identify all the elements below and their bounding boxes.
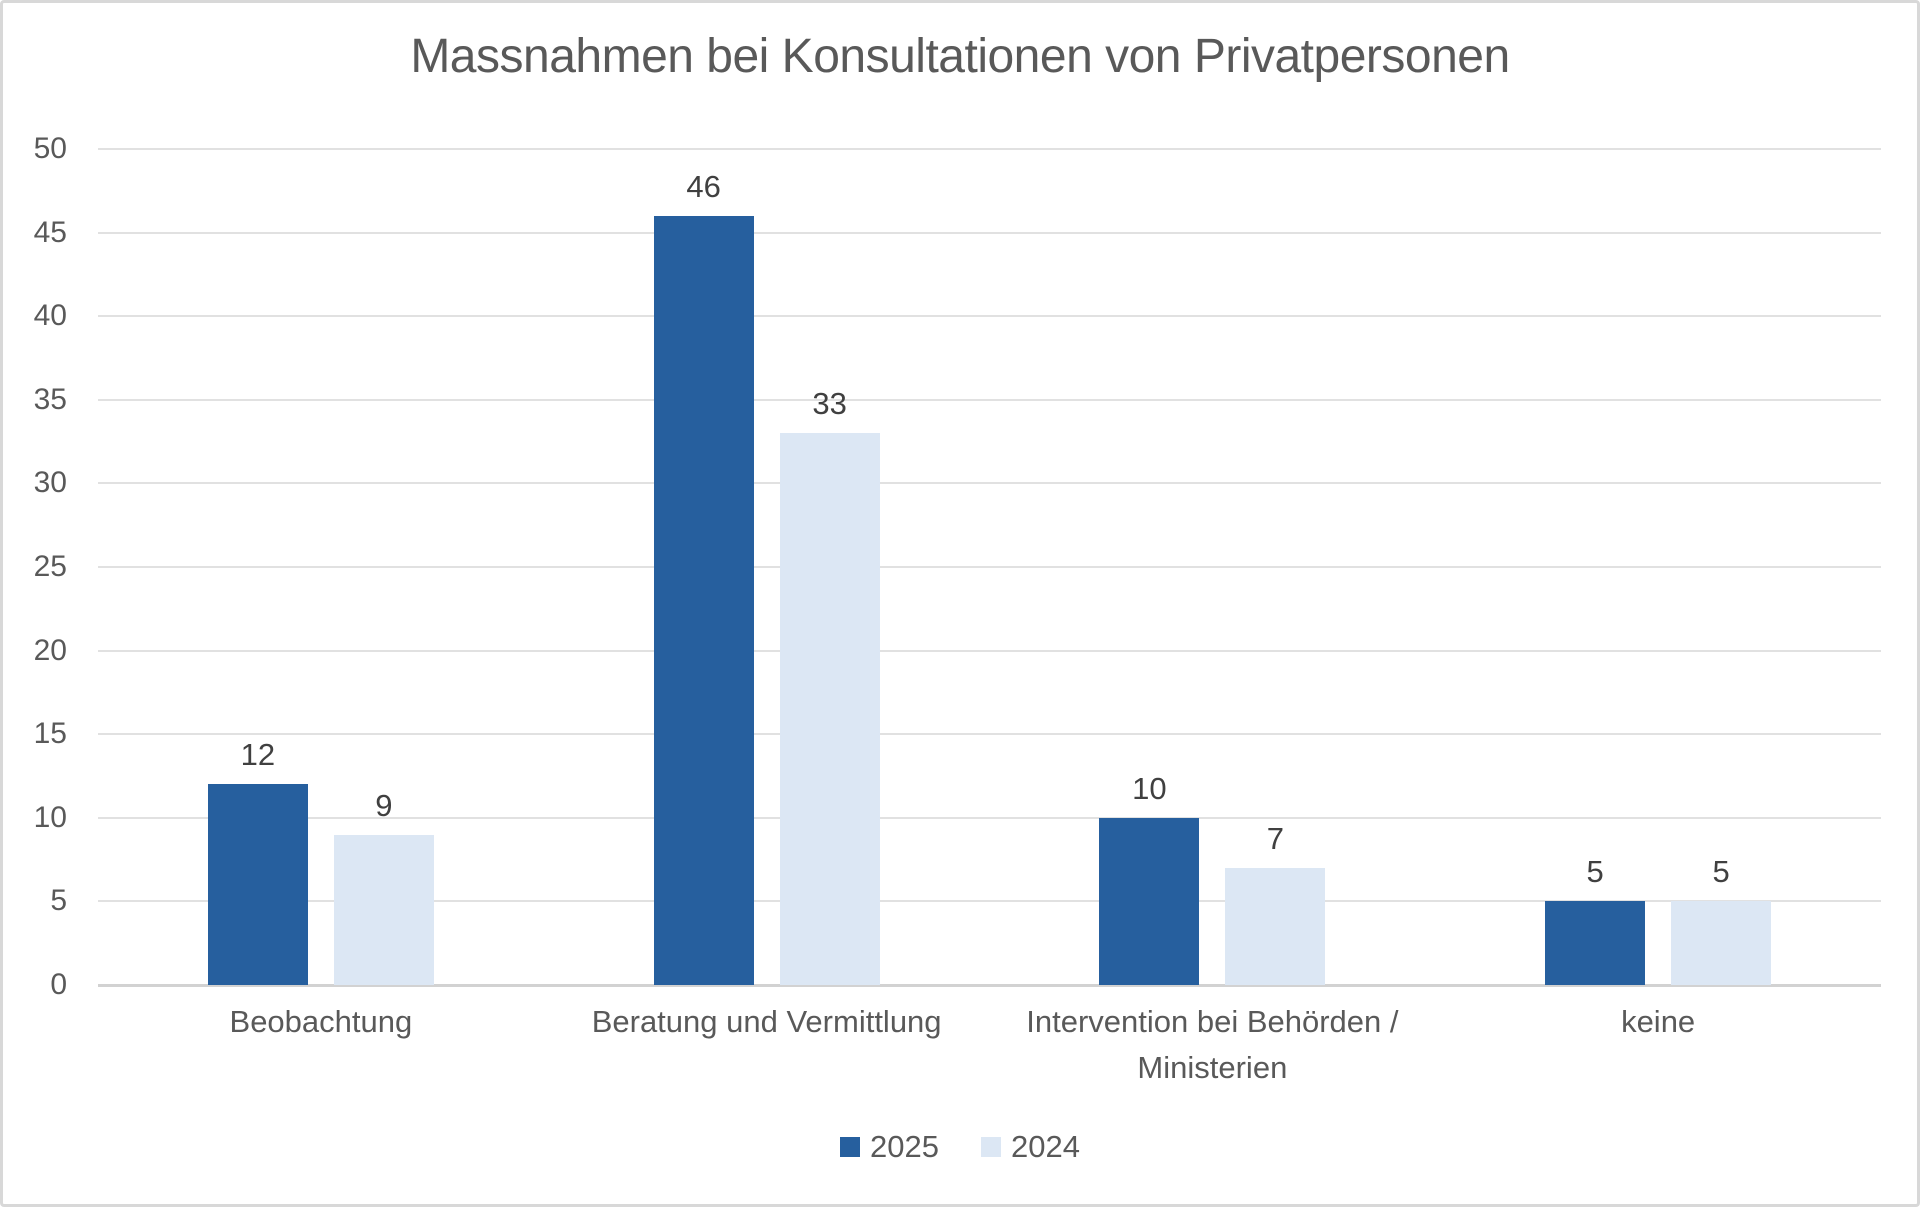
gridline-y-15 (98, 733, 1881, 736)
legend-label-2024: 2024 (1011, 1129, 1080, 1164)
data-label-2024-keine: 5 (1712, 854, 1730, 890)
bar-2025-beratung-und-vermittlung (653, 215, 754, 985)
gridline-y-35 (98, 398, 1881, 401)
y-tick-label-25: 25 (33, 550, 67, 583)
x-category-label-beratung-und-vermittlung: Beratung und Vermittlung (591, 1004, 942, 1039)
bar-2024-intervention-bei-behörden-ministerien (1225, 867, 1326, 985)
bar-2024-beobachtung (333, 834, 434, 985)
y-tick-label-5: 5 (50, 884, 67, 918)
bar-2025-intervention-bei-behörden-ministerien (1099, 817, 1200, 985)
gridline-y-5 (98, 900, 1881, 903)
data-label-2024-beratung-und-vermittlung: 33 (812, 386, 847, 422)
gridline-y-40 (98, 315, 1881, 318)
data-label-2024-intervention-bei-behörden-ministerien: 7 (1266, 820, 1284, 856)
y-tick-label-0: 0 (50, 968, 67, 1001)
gridline-y-50 (98, 148, 1881, 150)
y-tick-label-30: 30 (33, 466, 67, 500)
legend-swatch-2024 (981, 1137, 1001, 1157)
y-tick-label-40: 40 (33, 299, 67, 333)
gridline-y-30 (98, 482, 1881, 485)
x-axis-line (98, 984, 1881, 987)
bar-2025-beobachtung (207, 784, 308, 985)
data-label-2024-beobachtung: 9 (375, 787, 393, 823)
legend-item-2024: 2024 (981, 1129, 1080, 1165)
x-category-label-beobachtung: Beobachtung (229, 1004, 413, 1039)
legend: 2025 2024 (3, 1129, 1917, 1165)
legend-swatch-2025 (840, 1137, 861, 1157)
legend-label-2025: 2025 (870, 1129, 939, 1164)
x-category-label-intervention-bei-behörden-ministerien: Intervention bei Behörden / Ministerien (1026, 1004, 1399, 1085)
y-tick-label-45: 45 (33, 215, 67, 249)
chart-title: Massnahmen bei Konsultationen von Privat… (410, 30, 1510, 83)
gridline-y-45 (98, 231, 1881, 234)
data-label-2025-intervention-bei-behörden-ministerien: 10 (1132, 770, 1167, 806)
y-tick-label-35: 35 (33, 382, 67, 416)
y-tick-label-15: 15 (33, 717, 67, 751)
data-label-2025-keine: 5 (1586, 854, 1604, 890)
y-tick-label-50: 50 (33, 132, 67, 165)
data-label-2025-beratung-und-vermittlung: 46 (686, 168, 721, 204)
y-tick-label-20: 20 (33, 633, 67, 667)
bar-2024-keine (1671, 901, 1772, 985)
gridline-y-10 (98, 816, 1881, 819)
y-tick-label-10: 10 (33, 800, 67, 834)
bar-2024-beratung-und-vermittlung (779, 433, 880, 985)
bar-2025-keine (1545, 901, 1646, 985)
legend-item-2025: 2025 (840, 1129, 939, 1165)
gridline-y-20 (98, 649, 1881, 652)
data-label-2025-beobachtung: 12 (240, 737, 276, 773)
gridline-y-25 (98, 566, 1881, 568)
x-category-label-keine: keine (1621, 1004, 1696, 1039)
